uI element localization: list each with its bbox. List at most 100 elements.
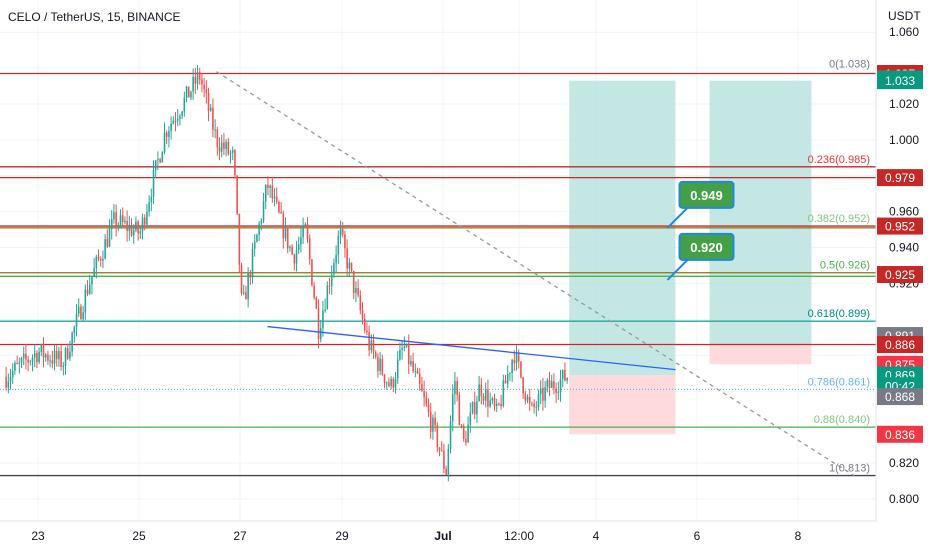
candle-body-72[interactable] — [163, 132, 166, 153]
candle-body-221[interactable] — [491, 398, 494, 401]
candle-body-247[interactable] — [548, 380, 551, 388]
candle-body-233[interactable] — [517, 352, 520, 362]
candle-body-93[interactable] — [209, 107, 212, 111]
candle-body-48[interactable] — [110, 219, 113, 229]
candle-body-66[interactable] — [150, 196, 153, 203]
candle-body-71[interactable] — [161, 152, 164, 163]
candle-body-27[interactable] — [64, 348, 67, 367]
long-position-1-stop-zone[interactable] — [569, 375, 676, 435]
candle-body-37[interactable] — [86, 289, 89, 294]
candle-body-95[interactable] — [214, 129, 216, 131]
candle-body-119[interactable] — [267, 184, 269, 188]
candle-body-29[interactable] — [69, 351, 71, 359]
candle-body-201[interactable] — [447, 448, 450, 475]
candle-body-217[interactable] — [482, 396, 485, 401]
candle-body-132[interactable] — [295, 249, 298, 264]
candle-body-21[interactable] — [51, 360, 54, 364]
candle-body-69[interactable] — [157, 159, 159, 161]
candle-body-53[interactable] — [121, 215, 124, 223]
candle-body-234[interactable] — [520, 361, 522, 378]
candle-body-77[interactable] — [174, 120, 177, 122]
candle-body-62[interactable] — [141, 217, 144, 232]
candle-body-81[interactable] — [183, 97, 186, 112]
candle-body-241[interactable] — [535, 406, 538, 408]
candle-body-15[interactable] — [38, 351, 40, 363]
descending-trendline[interactable] — [216, 71, 855, 477]
candle-body-218[interactable] — [484, 389, 487, 401]
candle-body-238[interactable] — [528, 396, 531, 404]
candle-body-108[interactable] — [242, 292, 245, 294]
candle-body-122[interactable] — [273, 196, 276, 199]
candle-body-193[interactable] — [429, 412, 432, 432]
candle-body-164[interactable] — [366, 330, 368, 333]
candle-body-121[interactable] — [271, 185, 274, 199]
candle-body-160[interactable] — [357, 288, 359, 296]
candle-body-73[interactable] — [165, 132, 168, 137]
candle-body-100[interactable] — [225, 142, 227, 149]
candle-body-154[interactable] — [344, 234, 346, 249]
candle-body-133[interactable] — [297, 244, 300, 250]
candle-body-55[interactable] — [126, 220, 128, 231]
candle-body-172[interactable] — [383, 374, 386, 383]
candle-body-188[interactable] — [418, 373, 421, 385]
candle-body-85[interactable] — [192, 76, 194, 92]
candle-body-150[interactable] — [335, 254, 337, 264]
candle-body-97[interactable] — [218, 147, 221, 152]
candle-body-156[interactable] — [348, 262, 351, 269]
candle-body-32[interactable] — [75, 313, 78, 327]
candle-body-4[interactable] — [14, 363, 16, 371]
candle-body-134[interactable] — [300, 237, 302, 245]
candle-body-141[interactable] — [315, 297, 318, 309]
candle-body-63[interactable] — [143, 217, 146, 225]
candle-body-98[interactable] — [220, 142, 223, 152]
candle-body-2[interactable] — [9, 377, 12, 382]
candle-body-54[interactable] — [124, 220, 126, 223]
candle-body-99[interactable] — [223, 142, 225, 149]
candle-body-34[interactable] — [80, 306, 82, 320]
candle-body-123[interactable] — [275, 196, 278, 202]
candle-body-219[interactable] — [487, 389, 489, 407]
candle-body-214[interactable] — [476, 401, 478, 415]
candle-body-78[interactable] — [176, 119, 179, 121]
candle-body-140[interactable] — [313, 285, 315, 298]
candle-body-83[interactable] — [187, 86, 190, 98]
candle-body-239[interactable] — [531, 403, 533, 405]
candle-body-10[interactable] — [27, 359, 29, 363]
candle-body-17[interactable] — [42, 344, 45, 358]
candle-body-168[interactable] — [374, 351, 377, 357]
candle-body-202[interactable] — [449, 421, 452, 449]
candle-body-211[interactable] — [469, 412, 472, 425]
candle-body-3[interactable] — [11, 370, 14, 378]
candle-body-30[interactable] — [71, 332, 73, 352]
candle-body-180[interactable] — [401, 348, 403, 350]
candle-body-131[interactable] — [293, 254, 296, 264]
candle-body-153[interactable] — [341, 229, 344, 235]
candle-body-224[interactable] — [498, 403, 500, 405]
candle-body-65[interactable] — [148, 202, 150, 212]
candle-body-223[interactable] — [495, 403, 498, 407]
candle-body-246[interactable] — [546, 380, 549, 388]
candle-body-91[interactable] — [205, 89, 208, 93]
candle-body-26[interactable] — [62, 366, 65, 368]
candle-body-101[interactable] — [227, 142, 230, 154]
candle-body-169[interactable] — [377, 356, 379, 371]
candle-body-67[interactable] — [152, 170, 155, 197]
candle-body-111[interactable] — [249, 273, 252, 278]
candle-body-94[interactable] — [212, 107, 214, 130]
candle-body-46[interactable] — [106, 239, 109, 247]
candle-body-171[interactable] — [381, 358, 384, 375]
candle-body-47[interactable] — [108, 228, 111, 247]
candle-body-5[interactable] — [16, 363, 18, 365]
candle-body-7[interactable] — [20, 358, 23, 363]
candle-body-139[interactable] — [311, 259, 313, 286]
candle-body-116[interactable] — [260, 220, 263, 224]
candle-body-113[interactable] — [253, 241, 256, 249]
candle-body-104[interactable] — [234, 150, 236, 176]
candle-body-35[interactable] — [82, 312, 84, 320]
candle-body-151[interactable] — [337, 235, 340, 255]
candle-body-51[interactable] — [117, 224, 120, 227]
candle-body-215[interactable] — [478, 384, 480, 402]
candle-body-12[interactable] — [31, 357, 34, 362]
candle-body-244[interactable] — [542, 388, 544, 401]
